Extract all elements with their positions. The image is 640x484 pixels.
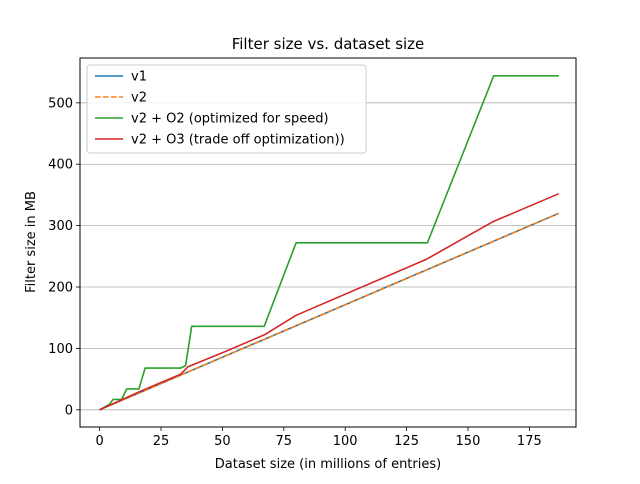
x-axis-label: Dataset size (in millions of entries) xyxy=(215,457,441,472)
x-tick-label: 100 xyxy=(333,434,358,449)
y-axis-ticks: 0 100 200 300 400 500 xyxy=(48,96,80,418)
x-tick-label: 75 xyxy=(276,434,293,449)
legend-label: v2 + O2 (optimized for speed) xyxy=(131,112,329,127)
legend-box xyxy=(86,64,367,154)
x-tick-label: 150 xyxy=(456,434,481,449)
x-axis-ticks: 0 25 50 75 100 125 150 175 xyxy=(96,427,542,449)
series-line xyxy=(99,212,560,411)
y-axis-label: Filter size in MB xyxy=(24,191,39,293)
x-tick-label: 0 xyxy=(96,434,104,449)
series-line xyxy=(99,75,559,411)
series-lines xyxy=(99,75,560,411)
chart-title: Filter size vs. dataset size xyxy=(232,35,425,53)
y-tick-label: 500 xyxy=(48,96,73,111)
y-tick-label: 200 xyxy=(48,281,73,296)
legend: v1 v2 v2 + O2 (optimized for speed) v2 + O3… xyxy=(86,64,367,154)
y-tick-label: 0 xyxy=(65,403,73,418)
plot-frame xyxy=(79,57,577,428)
legend-entries: v1 v2 v2 + O2 (optimized for speed) v2 + O3… xyxy=(95,70,345,148)
x-tick-label: 125 xyxy=(394,434,419,449)
legend-label: v1 xyxy=(131,70,147,85)
x-tick-label: 25 xyxy=(153,434,170,449)
y-tick-label: 100 xyxy=(48,342,73,357)
y-tick-label: 300 xyxy=(48,219,73,234)
x-tick-label: 50 xyxy=(214,434,231,449)
legend-label: v2 xyxy=(131,91,147,106)
y-tick-label: 400 xyxy=(48,158,73,173)
legend-label: v2 + O3 (trade off optimization)) xyxy=(131,133,345,148)
x-tick-label: 175 xyxy=(517,434,542,449)
series-line xyxy=(99,192,560,411)
